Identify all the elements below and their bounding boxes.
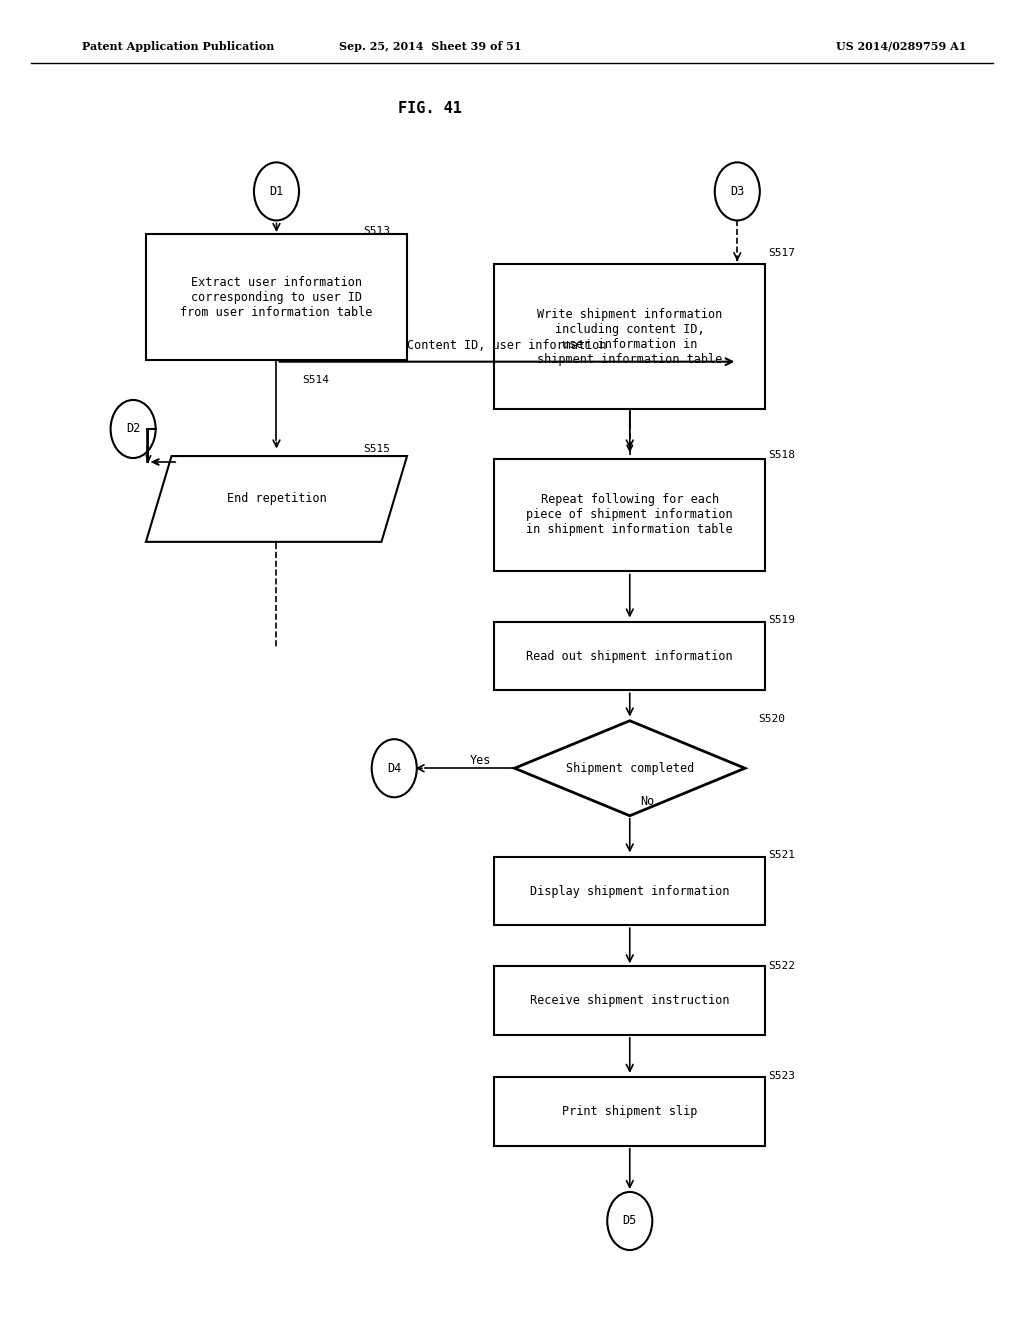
Text: D3: D3 [730, 185, 744, 198]
Text: Read out shipment information: Read out shipment information [526, 649, 733, 663]
Text: D5: D5 [623, 1214, 637, 1228]
Bar [494, 264, 766, 409]
Text: US 2014/0289759 A1: US 2014/0289759 A1 [836, 41, 967, 51]
Text: D1: D1 [269, 185, 284, 198]
Bar [494, 459, 766, 570]
Text: Sep. 25, 2014  Sheet 39 of 51: Sep. 25, 2014 Sheet 39 of 51 [339, 41, 521, 51]
Text: S522: S522 [768, 961, 795, 972]
Text: Repeat following for each
piece of shipment information
in shipment information : Repeat following for each piece of shipm… [526, 494, 733, 536]
Text: Shipment completed: Shipment completed [565, 762, 694, 775]
Text: End repetition: End repetition [226, 492, 327, 506]
Text: S523: S523 [768, 1071, 795, 1081]
Text: Display shipment information: Display shipment information [530, 884, 729, 898]
Bar [494, 1077, 766, 1146]
Text: S518: S518 [768, 450, 795, 461]
Text: Receive shipment instruction: Receive shipment instruction [530, 994, 729, 1007]
Text: S514: S514 [302, 375, 329, 385]
Bar [146, 235, 408, 359]
Text: Extract user information
corresponding to user ID
from user information table: Extract user information corresponding t… [180, 276, 373, 318]
Text: S519: S519 [768, 615, 795, 626]
Text: Write shipment information
including content ID,
user information in
shipment in: Write shipment information including con… [538, 308, 722, 366]
Text: FIG. 41: FIG. 41 [398, 100, 462, 116]
Text: Print shipment slip: Print shipment slip [562, 1105, 697, 1118]
Bar [494, 857, 766, 925]
Text: Content ID, user information: Content ID, user information [408, 339, 606, 352]
Text: S513: S513 [364, 226, 390, 236]
Bar [494, 966, 766, 1035]
Text: Yes: Yes [470, 754, 492, 767]
Text: S517: S517 [768, 248, 795, 259]
Text: S521: S521 [768, 850, 795, 861]
Bar [494, 622, 766, 690]
Text: S515: S515 [364, 444, 390, 454]
Text: No: No [640, 795, 654, 808]
Text: Patent Application Publication: Patent Application Publication [82, 41, 274, 51]
Text: D2: D2 [126, 422, 140, 436]
Text: D4: D4 [387, 762, 401, 775]
Text: S520: S520 [758, 714, 784, 725]
